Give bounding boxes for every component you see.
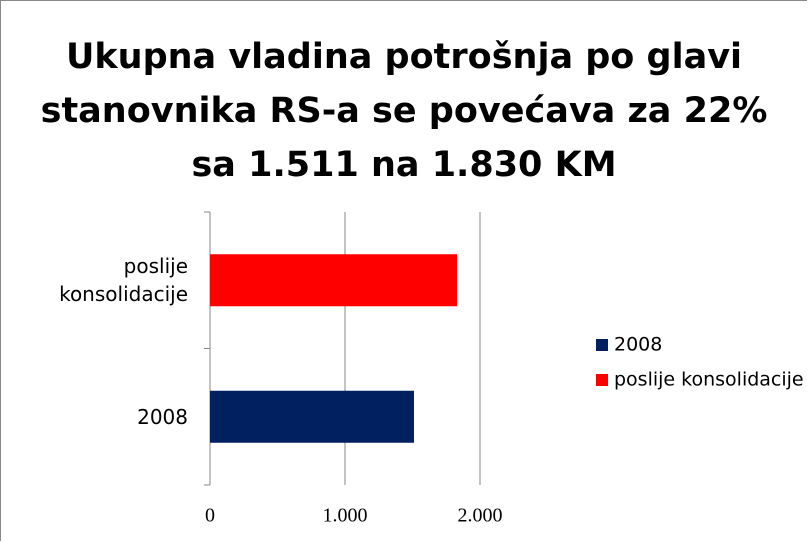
- legend-swatch: [596, 374, 608, 386]
- legend-swatch: [596, 339, 608, 351]
- x-tick-label: 0: [205, 505, 215, 527]
- y-tick-label: 2008: [137, 404, 188, 429]
- x-tick-label: 1.000: [323, 505, 368, 527]
- x-tick-label: 2.000: [458, 505, 503, 527]
- chart-title: Ukupna vladina potrošnja po glavi stanov…: [40, 37, 768, 185]
- bar: [210, 390, 414, 443]
- bar: [210, 254, 458, 307]
- legend-label: 2008: [614, 334, 662, 356]
- y-tick-label: poslije konsolidacije: [59, 254, 188, 307]
- legend-label: poslije konsolidacije: [614, 369, 804, 391]
